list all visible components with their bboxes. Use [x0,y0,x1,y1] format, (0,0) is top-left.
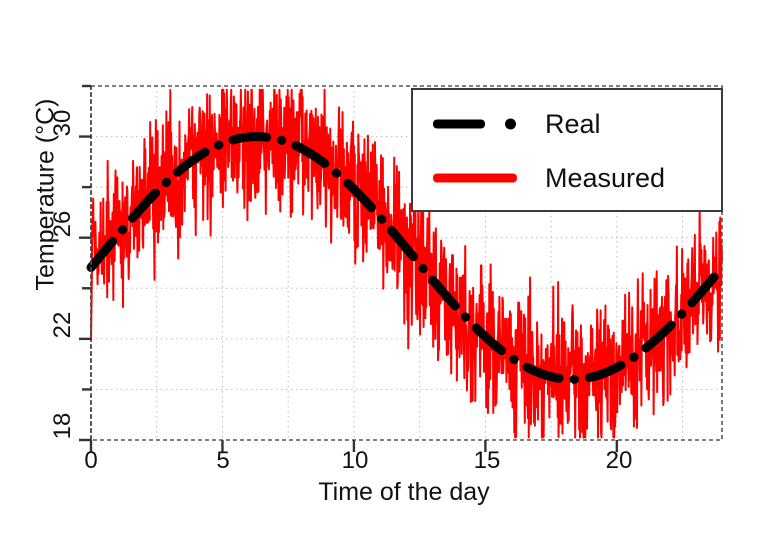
legend-label-measured: Measured [545,162,666,193]
series-measured-line [90,88,723,439]
x-tick-label-20: 20 [605,447,633,474]
legend-dot-icon [505,118,516,130]
x-axis-title-text: Time of the day [318,478,490,506]
x-tick-label-0: 0 [84,447,98,474]
legend-item-real: Real [413,98,721,150]
x-axis-title: Time of the day [0,478,768,507]
legend-sample-real [427,98,545,150]
series-real-line [86,132,727,384]
legend-item-measured: Measured [413,152,721,204]
legend-sample-measured [427,152,545,204]
chart-legend: Real Measured [411,88,723,212]
legend-solid-line-icon [433,173,517,183]
plot-frame [90,85,723,441]
x-tick-label-15: 15 [473,447,501,474]
axis-ticks [79,84,619,452]
legend-dash-icon [433,119,485,129]
x-tick-label-5: 5 [216,447,230,474]
legend-label-real: Real [545,108,601,139]
